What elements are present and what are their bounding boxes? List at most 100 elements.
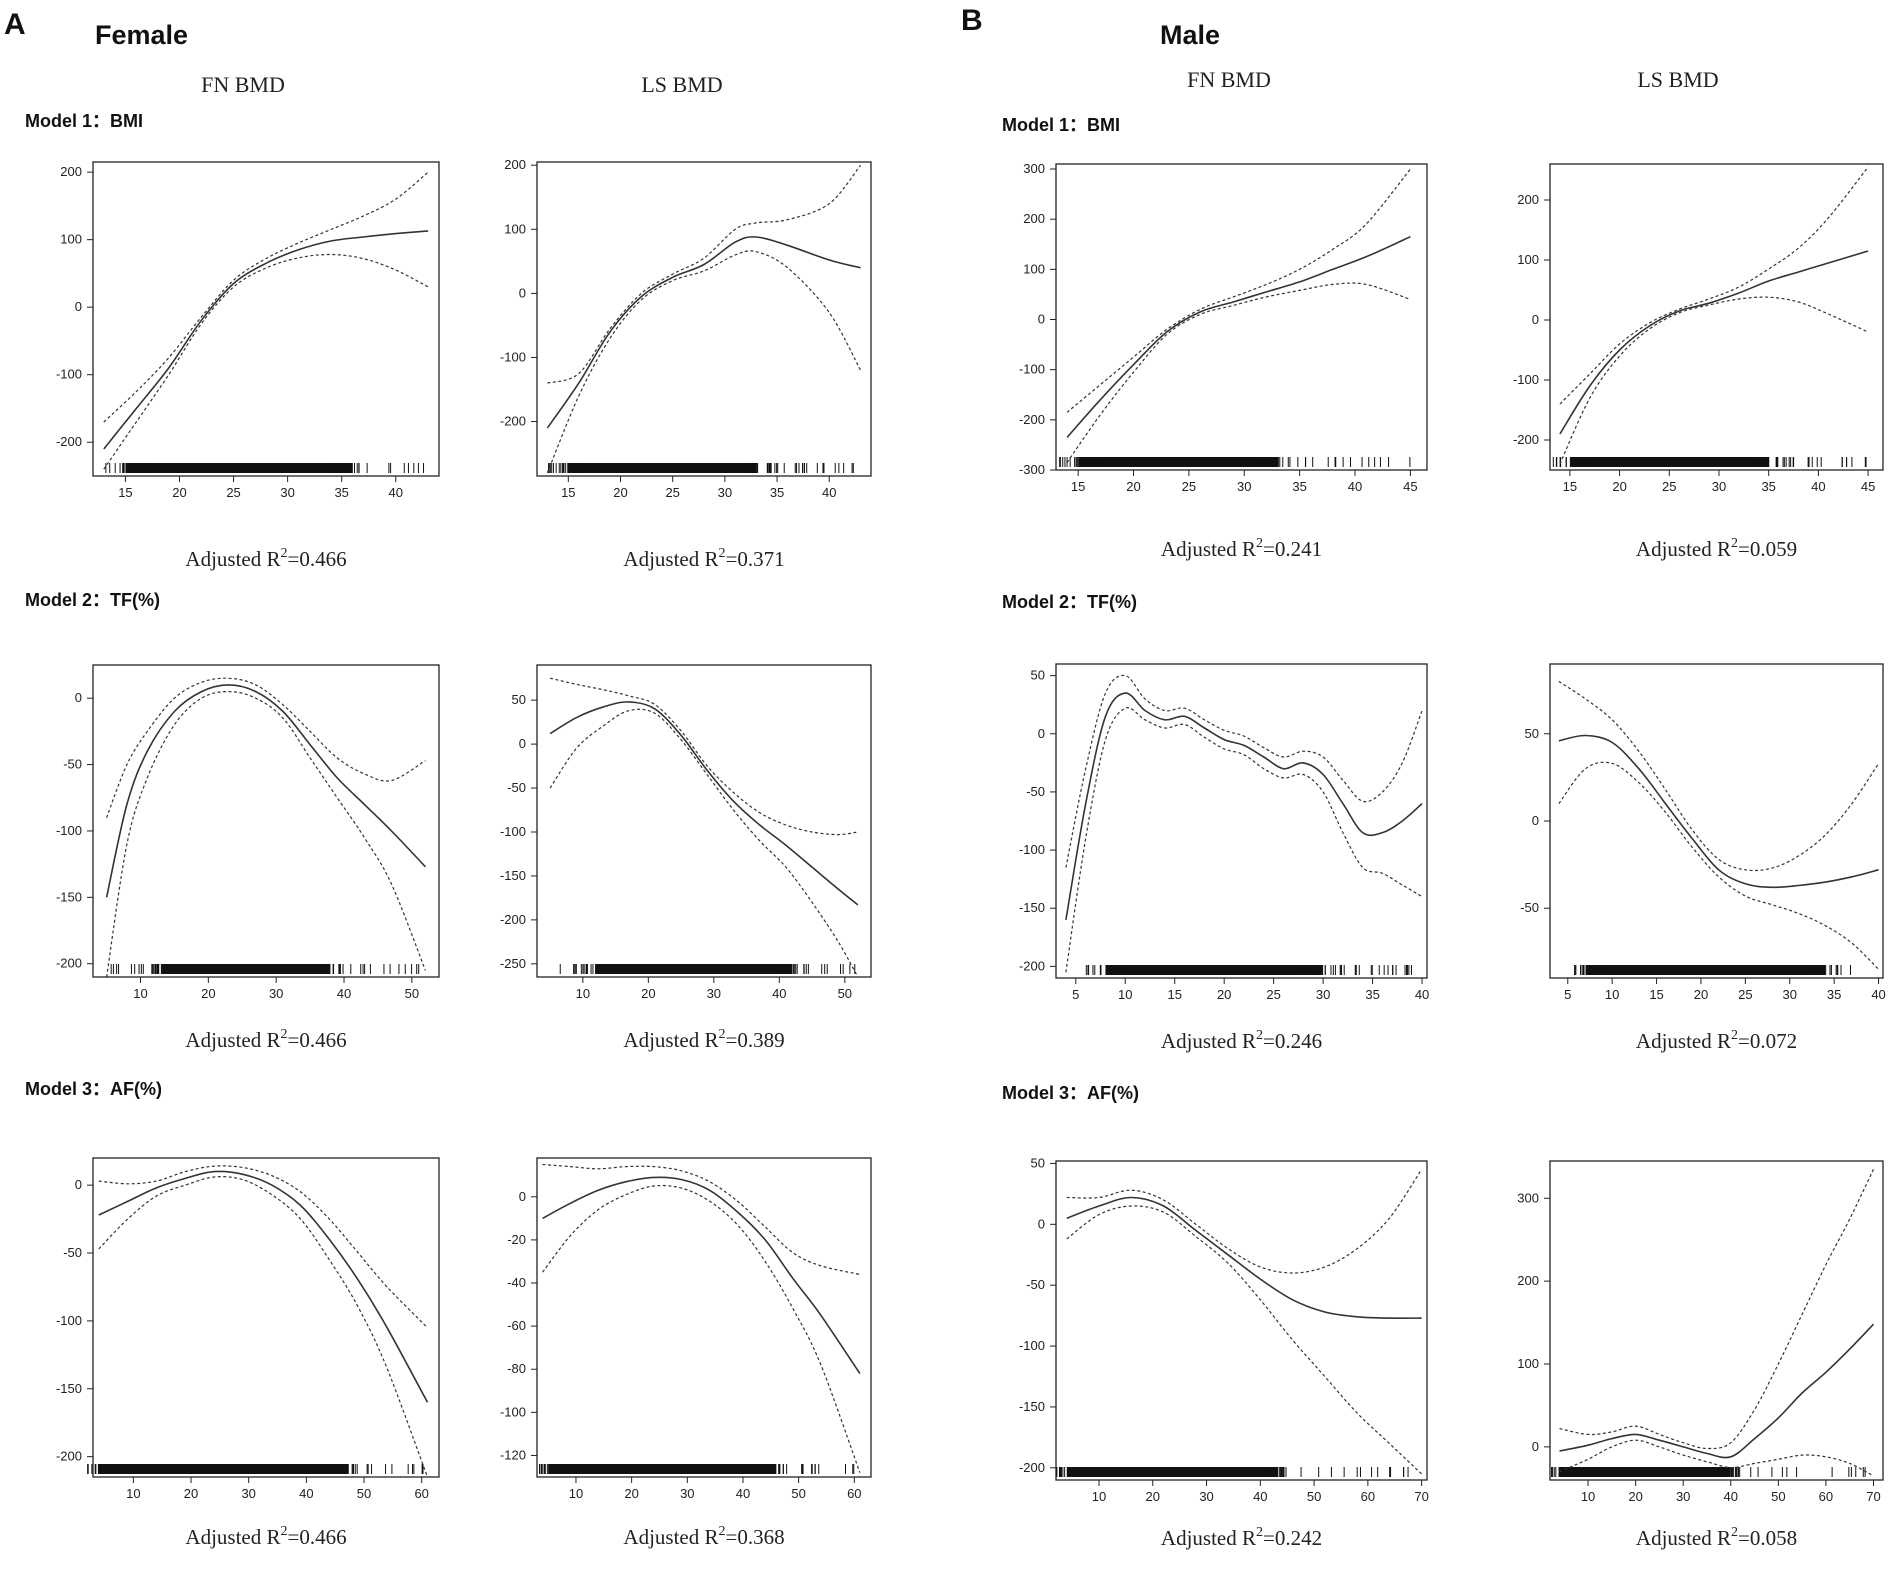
- caption-prefix: Adjusted R: [1636, 1029, 1731, 1053]
- y-tick-label: -50: [63, 757, 82, 772]
- chart-9: -200 -150 -100 -50 0 10 20 30 40 50 60 Adjusted R2=…: [56, 1157, 440, 1549]
- rug-dense-band: [595, 964, 793, 974]
- y-tick-label: 100: [504, 221, 526, 236]
- male-model-3-label: Model 3：AF(%): [1002, 1083, 1139, 1103]
- y-tick-label: 200: [1517, 1273, 1539, 1288]
- adjusted-r2-caption: Adjusted R2=0.466: [185, 546, 346, 571]
- upper-ci-line: [547, 164, 862, 384]
- plot-frame: [536, 664, 872, 978]
- adjusted-r2-caption: Adjusted R2=0.389: [623, 1027, 784, 1052]
- lower-ci-line: [1558, 761, 1880, 970]
- adjusted-r2-caption: Adjusted R2=0.368: [623, 1524, 784, 1549]
- y-tick-label: 50: [1031, 668, 1045, 683]
- x-tick-label: 15: [1563, 479, 1577, 494]
- y-tick-label: 300: [1517, 1190, 1539, 1205]
- lower-ci-line: [549, 708, 859, 978]
- caption-prefix: Adjusted R: [623, 1525, 718, 1549]
- plot-frame: [1055, 1160, 1428, 1481]
- x-tick-label: 40: [1811, 479, 1825, 494]
- plot-frame: [92, 1157, 440, 1478]
- adjusted-r2-caption: Adjusted R2=0.241: [1161, 536, 1322, 561]
- y-tick-label: -50: [1026, 1277, 1045, 1292]
- caption-superscript: 2: [1731, 1028, 1738, 1043]
- rug-plot: [1551, 1467, 1866, 1477]
- estimate-line: [103, 230, 429, 450]
- y-tick-label: 100: [1517, 1356, 1539, 1371]
- female-title: Female: [95, 20, 188, 50]
- caption-superscript: 2: [719, 1027, 726, 1042]
- plot-frame: [1055, 663, 1428, 979]
- x-tick-label: 35: [1292, 479, 1306, 494]
- female-model-2-label: Model 2：TF(%): [25, 590, 160, 610]
- x-tick-label: 15: [1167, 987, 1181, 1002]
- caption-superscript: 2: [281, 1027, 288, 1042]
- caption-value: =0.389: [726, 1028, 785, 1052]
- x-tick-label: 20: [641, 986, 655, 1001]
- lower-ci-line: [1559, 1439, 1874, 1477]
- estimate-line: [542, 1176, 861, 1374]
- y-tick-label: 0: [1532, 1439, 1539, 1454]
- upper-ci-line: [549, 677, 858, 836]
- estimate-line: [1558, 734, 1879, 889]
- x-tick-label: 30: [1712, 479, 1726, 494]
- rug-dense-band: [1105, 965, 1324, 975]
- plot-frame: [1549, 1160, 1884, 1481]
- caption-value: =0.466: [288, 547, 347, 571]
- caption-prefix: Adjusted R: [185, 1525, 280, 1549]
- x-tick-label: 30: [707, 986, 721, 1001]
- x-tick-label: 15: [118, 485, 132, 500]
- x-tick-label: 25: [226, 485, 240, 500]
- rug-dense-band: [548, 1464, 777, 1474]
- x-tick-label: 50: [1771, 1489, 1785, 1504]
- caption-superscript: 2: [719, 546, 726, 561]
- estimate-line: [105, 684, 426, 898]
- upper-ci-line: [1559, 166, 1869, 405]
- x-tick-label: 40: [337, 986, 351, 1001]
- y-tick-label: 200: [504, 157, 526, 172]
- caption-prefix: Adjusted R: [1161, 1526, 1256, 1550]
- caption-value: =0.466: [288, 1525, 347, 1549]
- y-tick-label: -100: [500, 1404, 526, 1419]
- female-ls-bmd-title: LS BMD: [641, 72, 722, 97]
- x-tick-label: 45: [1403, 479, 1417, 494]
- rug-dense-band: [1585, 965, 1826, 975]
- male-model-2-label: Model 2：TF(%): [1002, 592, 1137, 612]
- x-tick-label: 25: [1738, 987, 1752, 1002]
- x-tick-label: 30: [680, 1486, 694, 1501]
- rug-plot: [1059, 457, 1411, 467]
- y-tick-label: 300: [1023, 161, 1045, 176]
- chart-6: -250 -200 -150 -100 -50 0 50 10 20 30 40 50 Adjusted…: [500, 664, 872, 1052]
- y-tick-label: -200: [1019, 412, 1045, 427]
- x-tick-label: 20: [624, 1486, 638, 1501]
- caption-superscript: 2: [1256, 1028, 1263, 1043]
- caption-prefix: Adjusted R: [185, 1028, 280, 1052]
- x-tick-label: 40: [1253, 1489, 1267, 1504]
- caption-prefix: Adjusted R: [623, 1028, 718, 1052]
- rug-plot: [1574, 965, 1851, 975]
- x-tick-label: 30: [1316, 987, 1330, 1002]
- chart-2: -200 -100 0 100 200 15 20 25 30 35 40 Adjusted R2=0…: [500, 157, 872, 571]
- x-tick-label: 30: [718, 485, 732, 500]
- rug-dense-band: [1559, 1467, 1731, 1477]
- chart-5: -200 -150 -100 -50 0 10 20 30 40 50 Adjusted R2=0.…: [56, 664, 440, 1052]
- x-tick-label: 40: [1724, 1489, 1738, 1504]
- caption-superscript: 2: [719, 1524, 726, 1539]
- lower-ci-line: [1066, 282, 1411, 463]
- y-tick-label: -200: [56, 1449, 82, 1464]
- y-tick-label: -200: [1019, 1460, 1045, 1475]
- plot-frame: [1549, 663, 1884, 979]
- x-tick-label: 40: [389, 485, 403, 500]
- chart-1: -200 -100 0 100 200 15 20 25 30 35 40 Adjusted R2=0…: [56, 161, 440, 571]
- x-tick-label: 50: [405, 986, 419, 1001]
- x-tick-label: 15: [561, 485, 575, 500]
- rug-dense-band: [1066, 1467, 1277, 1477]
- y-tick-label: -120: [500, 1447, 526, 1462]
- adjusted-r2-caption: Adjusted R2=0.072: [1636, 1028, 1797, 1053]
- y-tick-label: -150: [1019, 900, 1045, 915]
- x-tick-label: 20: [201, 986, 215, 1001]
- y-tick-label: -250: [500, 956, 526, 971]
- caption-prefix: Adjusted R: [185, 547, 280, 571]
- lower-ci-line: [103, 253, 429, 470]
- lower-ci-line: [98, 1176, 429, 1478]
- x-tick-label: 30: [269, 986, 283, 1001]
